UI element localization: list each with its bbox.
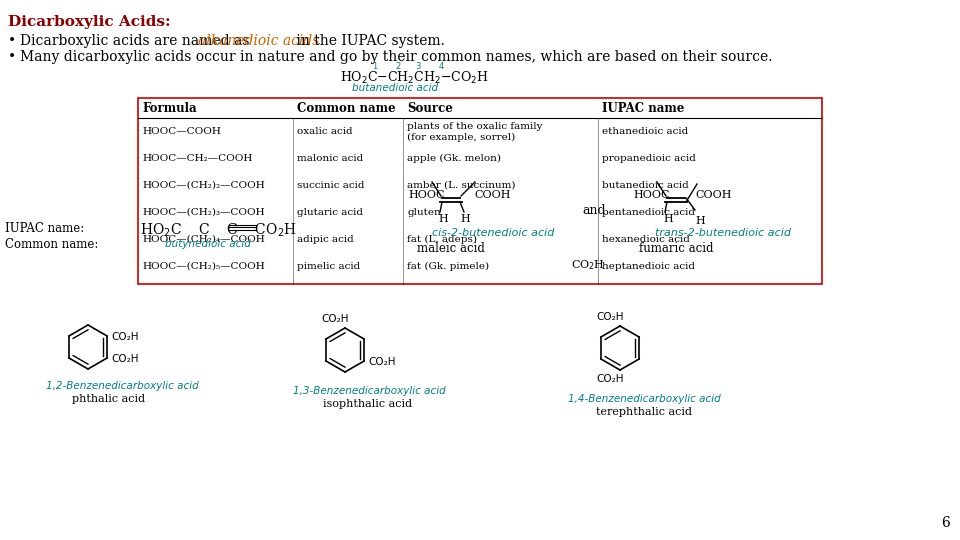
- Text: Common name:: Common name:: [5, 238, 98, 251]
- Text: 4: 4: [439, 62, 444, 71]
- Text: isophthalic acid: isophthalic acid: [323, 399, 412, 409]
- Text: CO₂H: CO₂H: [111, 332, 138, 342]
- Text: 3: 3: [416, 62, 420, 71]
- Text: Many dicarboxylic acids occur in nature and go by their common names, which are : Many dicarboxylic acids occur in nature …: [20, 50, 773, 64]
- Text: amber (L. succinum): amber (L. succinum): [407, 181, 516, 190]
- Text: •: •: [8, 50, 16, 64]
- Text: butynedioic acid: butynedioic acid: [165, 239, 251, 249]
- Text: oxalic acid: oxalic acid: [297, 127, 352, 136]
- Text: 1: 1: [372, 62, 377, 71]
- Text: H: H: [695, 216, 705, 226]
- Text: 1,2-Benzenedicarboxylic acid: 1,2-Benzenedicarboxylic acid: [46, 381, 199, 391]
- Text: HOOC—(CH₂)₂—COOH: HOOC—(CH₂)₂—COOH: [142, 181, 265, 190]
- Text: Dicarboxylic Acids:: Dicarboxylic Acids:: [8, 15, 171, 29]
- Text: 6: 6: [941, 516, 950, 530]
- Text: adipic acid: adipic acid: [297, 235, 353, 244]
- Text: IUPAC name: IUPAC name: [602, 102, 684, 114]
- Text: CO₂H: CO₂H: [596, 374, 624, 384]
- Text: CO₂H: CO₂H: [111, 354, 138, 364]
- Text: glutaric acid: glutaric acid: [297, 208, 363, 217]
- Text: gluten: gluten: [407, 208, 441, 217]
- Text: fat (Gk. pimele): fat (Gk. pimele): [407, 262, 490, 271]
- Text: 1,4-Benzenedicarboxylic acid: 1,4-Benzenedicarboxylic acid: [568, 394, 721, 404]
- Text: malonic acid: malonic acid: [297, 154, 363, 163]
- Text: cis-2-butenedioic acid: cis-2-butenedioic acid: [432, 228, 554, 238]
- Text: and: and: [582, 204, 606, 217]
- Text: 2: 2: [396, 62, 400, 71]
- Text: HOOC—CH₂—COOH: HOOC—CH₂—COOH: [142, 154, 252, 163]
- Text: propanedioic acid: propanedioic acid: [602, 154, 696, 163]
- Text: hexanedioic acid: hexanedioic acid: [602, 235, 690, 244]
- Text: 1,3-Benzenedicarboxylic acid: 1,3-Benzenedicarboxylic acid: [293, 386, 445, 396]
- Text: succinic acid: succinic acid: [297, 181, 365, 190]
- Text: Formula: Formula: [142, 102, 197, 114]
- Text: HOOC: HOOC: [633, 190, 669, 200]
- Text: ethanedioic acid: ethanedioic acid: [602, 127, 688, 136]
- Text: butanedioic acid: butanedioic acid: [352, 83, 438, 93]
- Text: trans-2-butenedioic acid: trans-2-butenedioic acid: [655, 228, 791, 238]
- Text: •: •: [8, 34, 16, 48]
- Text: HOOC—(CH₂)₅—COOH: HOOC—(CH₂)₅—COOH: [142, 262, 265, 271]
- Text: (for example, sorrel): (for example, sorrel): [407, 133, 516, 142]
- Text: H: H: [663, 214, 673, 224]
- Text: H: H: [460, 214, 469, 224]
- Text: Common name: Common name: [297, 102, 396, 114]
- Text: terephthalic acid: terephthalic acid: [596, 407, 692, 417]
- Text: alkanedioic acids: alkanedioic acids: [198, 34, 319, 48]
- Text: plants of the oxalic family: plants of the oxalic family: [407, 122, 542, 131]
- Text: maleic acid: maleic acid: [417, 242, 485, 255]
- Text: COOH: COOH: [695, 190, 732, 200]
- Text: Dicarboxylic acids are named as: Dicarboxylic acids are named as: [20, 34, 253, 48]
- Text: HO$_2$C    C    C    CO$_2$H: HO$_2$C C C CO$_2$H: [140, 222, 297, 239]
- Text: CO₂H: CO₂H: [596, 312, 624, 322]
- Text: COOH: COOH: [474, 190, 511, 200]
- Text: pentanedioic acid: pentanedioic acid: [602, 208, 695, 217]
- Text: HOOC—(CH₂)₃—COOH: HOOC—(CH₂)₃—COOH: [142, 208, 265, 217]
- Text: CO$_2$H: CO$_2$H: [571, 258, 605, 272]
- Text: in the IUPAC system.: in the IUPAC system.: [292, 34, 444, 48]
- Text: phthalic acid: phthalic acid: [72, 394, 145, 404]
- Text: HOOC—(CH₂)₄—COOH: HOOC—(CH₂)₄—COOH: [142, 235, 265, 244]
- Text: Source: Source: [407, 102, 453, 114]
- Text: IUPAC name:: IUPAC name:: [5, 222, 84, 235]
- Text: apple (Gk. melon): apple (Gk. melon): [407, 154, 501, 163]
- Text: CO₂H: CO₂H: [322, 314, 348, 324]
- Text: H: H: [438, 214, 447, 224]
- Text: HO$_2$C$-$CH$_2$CH$_2$$-$CO$_2$H: HO$_2$C$-$CH$_2$CH$_2$$-$CO$_2$H: [340, 70, 489, 86]
- Text: fat (L. adeps): fat (L. adeps): [407, 235, 477, 244]
- Text: HOOC: HOOC: [408, 190, 444, 200]
- Bar: [138, 98, 822, 284]
- Text: pimelic acid: pimelic acid: [297, 262, 360, 271]
- Text: heptanedioic acid: heptanedioic acid: [602, 262, 695, 271]
- Text: fumaric acid: fumaric acid: [638, 242, 713, 255]
- Text: CO₂H: CO₂H: [368, 357, 396, 367]
- Text: butanedioic acid: butanedioic acid: [602, 181, 688, 190]
- Text: HOOC—COOH: HOOC—COOH: [142, 127, 221, 136]
